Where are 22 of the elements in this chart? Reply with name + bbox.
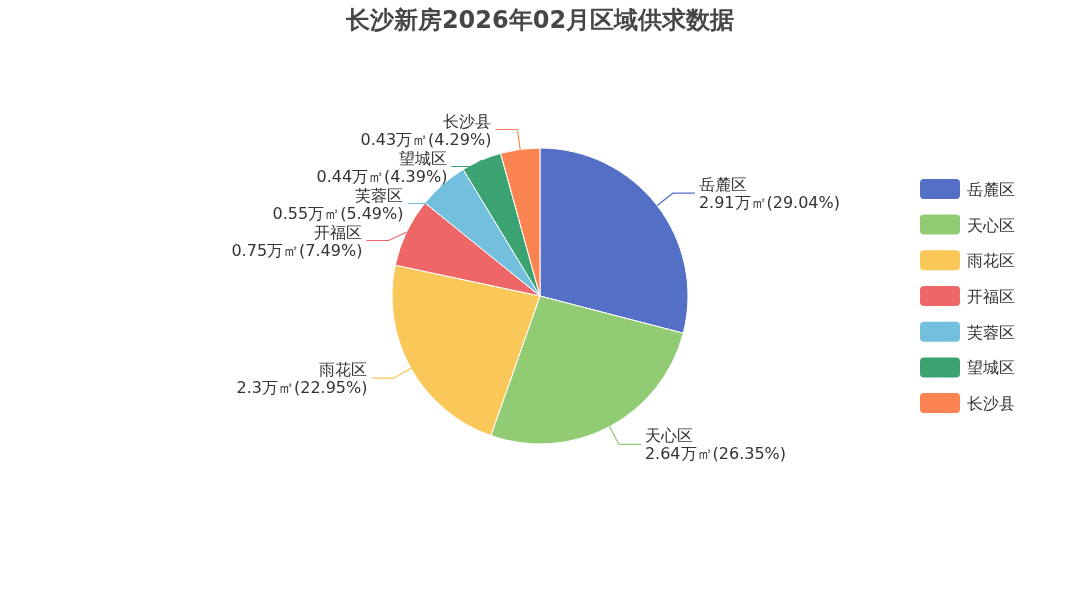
data-label: 0.43万㎡(4.29%) <box>360 129 492 149</box>
slice-label: 开福区 <box>314 222 363 242</box>
data-label: 0.44万㎡(4.39%) <box>316 166 448 186</box>
slice-label: 长沙县 <box>443 111 492 131</box>
slice-label: 芙蓉区 <box>355 185 404 205</box>
legend-label: 岳麓区 <box>967 179 1015 199</box>
data-label: 0.75万㎡(7.49%) <box>231 240 363 260</box>
legend-label: 长沙县 <box>967 394 1015 414</box>
legend-label: 雨花区 <box>967 251 1015 271</box>
legend-label: 芙蓉区 <box>967 322 1015 342</box>
data-label: 2.64万㎡(26.35%) <box>644 444 787 464</box>
legend-label: 望城区 <box>967 358 1015 378</box>
slice-label: 天心区 <box>644 426 693 446</box>
slice-label: 望城区 <box>399 148 448 168</box>
chart-title: 长沙新房2026年02月区域供求数据 <box>344 6 735 34</box>
slice-label: 雨花区 <box>319 360 368 380</box>
legend-label: 天心区 <box>967 215 1015 235</box>
legend-label: 开福区 <box>967 287 1015 306</box>
data-label: 2.3万㎡(22.95%) <box>236 378 368 398</box>
data-label: 0.55万㎡(5.49%) <box>272 203 404 223</box>
slice-label: 岳麓区 <box>698 175 747 195</box>
data-label: 2.91万㎡(29.04%) <box>698 193 841 213</box>
